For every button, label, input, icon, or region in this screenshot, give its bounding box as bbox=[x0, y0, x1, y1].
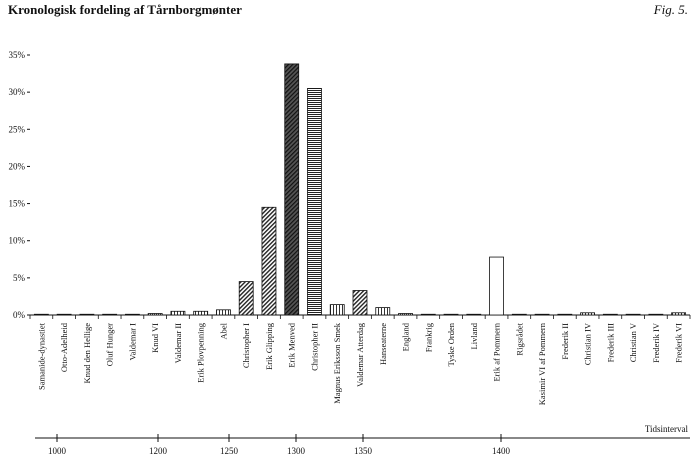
category-label: Erik af Pommern bbox=[492, 322, 502, 381]
category-label: Frederik III bbox=[605, 323, 615, 363]
bar bbox=[466, 313, 482, 316]
bar bbox=[102, 313, 118, 316]
y-tick-label: 0% bbox=[13, 310, 26, 320]
bar bbox=[443, 313, 459, 316]
category-label: Abel bbox=[218, 322, 228, 339]
category-label: Frederik IV bbox=[651, 322, 661, 363]
bar bbox=[170, 310, 186, 316]
bar bbox=[147, 313, 163, 316]
category-label: Magnus Eriksson Smek bbox=[332, 322, 342, 404]
bar bbox=[125, 313, 140, 316]
bar bbox=[33, 313, 49, 316]
category-label: Christopher II bbox=[309, 323, 319, 371]
bar bbox=[307, 88, 322, 316]
category-label: Valdemar Atterdag bbox=[355, 322, 365, 387]
bar bbox=[557, 313, 573, 316]
category-label: Valdemar II bbox=[173, 323, 183, 364]
category-label: Tyske Orden bbox=[446, 322, 456, 366]
bar bbox=[489, 256, 504, 316]
category-label: Frederik VI bbox=[674, 323, 684, 363]
y-tick-label: 10% bbox=[9, 236, 26, 246]
bar bbox=[329, 304, 345, 316]
category-label: England bbox=[401, 322, 411, 351]
bar bbox=[238, 281, 254, 316]
category-label: Christian V bbox=[628, 322, 638, 362]
category-label: Hanseaterne bbox=[378, 323, 388, 365]
timeline-tick-label: 1350 bbox=[354, 446, 373, 456]
y-tick-label: 15% bbox=[9, 199, 26, 209]
bar bbox=[398, 313, 413, 316]
bar bbox=[193, 310, 209, 316]
y-tick-label: 35% bbox=[9, 50, 26, 60]
bar bbox=[602, 313, 618, 316]
timeline-tick-label: 1400 bbox=[492, 446, 511, 456]
category-label: Christian IV bbox=[583, 322, 593, 365]
bar bbox=[56, 313, 72, 316]
category-label: Frederik II bbox=[560, 323, 570, 360]
category-label: Erik Glipping bbox=[264, 322, 274, 370]
category-labels: Samanide-dynastiet Otto-Adelheid Knud den … bbox=[36, 322, 683, 405]
category-label: Knud den Hellige bbox=[82, 323, 92, 384]
category-label: Erik Plovpenning bbox=[196, 322, 206, 382]
timeline-tick-label: 1200 bbox=[149, 446, 168, 456]
category-label: Erik Menved bbox=[287, 322, 297, 367]
category-label: Knud VI bbox=[150, 323, 160, 353]
figure-label: Fig. 5. bbox=[653, 2, 688, 17]
bar bbox=[648, 313, 664, 316]
bar bbox=[216, 309, 231, 316]
timeline-tick-label: 1300 bbox=[287, 446, 306, 456]
category-label: Kasimir VI af Pommern bbox=[537, 322, 547, 405]
timeline-tick-label: 1250 bbox=[220, 446, 239, 456]
category-label: Samanide-dynastiet bbox=[36, 322, 46, 390]
timeline-tick-label: 1000 bbox=[48, 446, 67, 456]
y-tick-label: 5% bbox=[13, 273, 26, 283]
bars bbox=[33, 63, 687, 316]
category-label: Rigsrådet bbox=[514, 322, 524, 355]
timeline-label: Tidsinterval bbox=[645, 424, 689, 434]
category-label: Oluf Hunger bbox=[105, 323, 115, 366]
axes: 0% 5% 10% 15% 20% 25% 30% 35% bbox=[9, 50, 691, 320]
bar bbox=[534, 313, 550, 316]
bar bbox=[284, 63, 300, 316]
category-label: Frankrig bbox=[423, 322, 433, 352]
bar bbox=[261, 206, 277, 316]
category-label: Livland bbox=[469, 322, 479, 349]
bar bbox=[625, 313, 641, 316]
y-tick-label: 20% bbox=[9, 161, 26, 171]
bar bbox=[375, 307, 391, 316]
timeline-axis: 1000 1200 1250 1300 1350 1400 Tidsinterval bbox=[35, 424, 690, 456]
y-tick-label: 25% bbox=[9, 124, 26, 134]
category-label: Valdemar I bbox=[127, 323, 137, 361]
bar bbox=[352, 290, 368, 316]
category-label: Otto-Adelheid bbox=[59, 322, 69, 372]
bar bbox=[420, 313, 436, 316]
bar bbox=[580, 312, 595, 316]
category-label: Christopher I bbox=[241, 323, 251, 368]
bar bbox=[671, 312, 687, 316]
bar bbox=[511, 313, 527, 316]
chart-title: Kronologisk fordeling af Tårnborgmønter bbox=[8, 2, 242, 17]
bar bbox=[79, 313, 95, 316]
y-tick-label: 30% bbox=[9, 87, 26, 97]
